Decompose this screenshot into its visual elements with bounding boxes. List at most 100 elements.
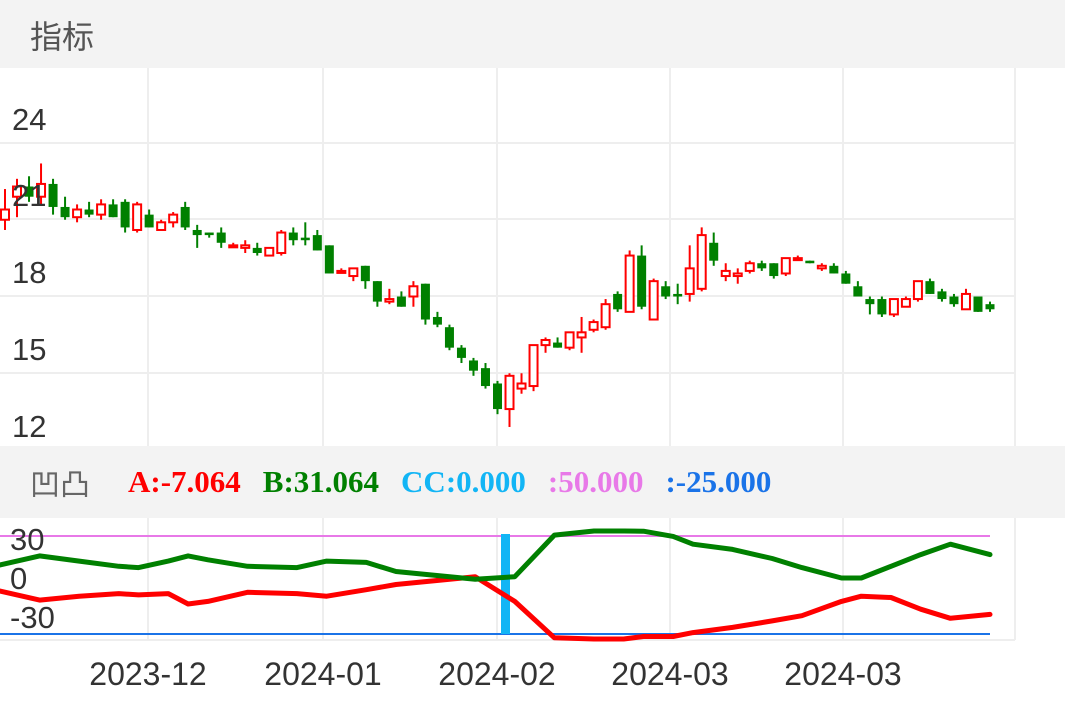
candle-body xyxy=(480,368,490,387)
candle-body xyxy=(540,338,551,347)
candle xyxy=(576,316,587,353)
candle xyxy=(84,201,94,218)
y-tick-label: 15 xyxy=(12,332,46,367)
cc-marker xyxy=(501,534,510,634)
candle-body xyxy=(757,263,767,269)
candle xyxy=(144,209,154,228)
candle xyxy=(132,201,143,233)
candle xyxy=(336,268,347,274)
candle xyxy=(661,281,671,300)
candle xyxy=(624,250,635,313)
candle xyxy=(888,298,899,317)
candle xyxy=(744,260,755,274)
candle xyxy=(792,255,803,262)
candle xyxy=(0,189,10,230)
candle xyxy=(456,345,466,364)
candle-body xyxy=(0,208,10,221)
candle xyxy=(900,296,911,308)
candle-body xyxy=(853,286,863,297)
candle-body xyxy=(504,374,515,411)
candle xyxy=(432,311,442,328)
y-tick-label: 18 xyxy=(12,255,46,290)
candle xyxy=(240,240,251,254)
candle xyxy=(108,199,118,218)
candle-body xyxy=(769,263,779,277)
candle xyxy=(540,337,551,353)
candle xyxy=(985,301,995,312)
candle xyxy=(216,227,226,248)
page-title: 指标 xyxy=(30,19,95,55)
candle-body xyxy=(12,185,23,198)
candle xyxy=(408,281,419,307)
candle-body xyxy=(372,281,382,302)
candle xyxy=(673,283,683,305)
candle xyxy=(228,242,239,249)
candle xyxy=(192,224,202,248)
candle xyxy=(300,222,310,246)
candle xyxy=(420,283,430,325)
candle-body xyxy=(252,247,262,254)
candle xyxy=(973,296,983,312)
candle-body xyxy=(420,283,430,320)
candle-body xyxy=(877,299,887,315)
candle-body xyxy=(732,272,743,278)
candle xyxy=(324,245,334,274)
osc-y-tick-label: -30 xyxy=(10,600,55,635)
candle-body xyxy=(648,280,659,321)
candle-body xyxy=(300,237,310,241)
candle xyxy=(553,337,563,348)
candle-body xyxy=(744,262,755,272)
candle-body xyxy=(336,269,347,274)
candle-body xyxy=(84,209,94,215)
candle-body xyxy=(528,344,539,388)
candle-body xyxy=(396,296,406,307)
candle xyxy=(480,363,490,389)
candle-body xyxy=(624,254,635,313)
indicator-name[interactable]: 凹凸 xyxy=(30,469,90,502)
candle xyxy=(528,344,539,392)
x-tick-label: 2024-03 xyxy=(611,656,728,692)
candle-body xyxy=(144,214,154,228)
candle xyxy=(384,288,395,305)
candle-body xyxy=(709,242,719,261)
candle xyxy=(348,267,359,282)
candle xyxy=(396,291,406,307)
candle-body xyxy=(204,232,214,236)
candle xyxy=(841,270,851,284)
candle-body xyxy=(312,235,322,251)
candle xyxy=(516,373,527,394)
candle-body xyxy=(24,186,34,197)
candle-body xyxy=(912,280,923,301)
candle-body xyxy=(865,299,875,305)
candle-body xyxy=(720,269,731,278)
header-bar: 指标 xyxy=(0,0,1065,68)
candle xyxy=(600,299,611,330)
indicator-bar: 凹凸 A:-7.064 B:31.064 CC:0.000 :50.000 :-… xyxy=(0,446,1065,518)
candle xyxy=(48,178,58,215)
candle xyxy=(60,196,70,220)
x-tick-label: 2023-12 xyxy=(89,656,206,692)
candle xyxy=(36,163,47,205)
candle xyxy=(468,357,478,376)
candle xyxy=(588,319,599,333)
indicator-value-lower: :-25.000 xyxy=(665,464,772,499)
candle-body xyxy=(432,316,442,325)
candle-body xyxy=(829,265,839,274)
candle-body xyxy=(960,292,971,311)
candle-body xyxy=(516,382,527,390)
candle-body xyxy=(493,383,502,410)
candle-body xyxy=(816,264,827,270)
candle-body xyxy=(156,221,167,231)
candle-body xyxy=(696,234,707,290)
candle-body xyxy=(949,296,959,305)
candle-body xyxy=(588,321,599,331)
candle-body xyxy=(564,331,575,349)
candle-body xyxy=(673,293,683,297)
candle xyxy=(180,201,190,230)
candle-body xyxy=(192,229,202,236)
candle-body xyxy=(120,201,130,228)
candle xyxy=(853,281,863,297)
candle xyxy=(24,176,34,202)
candle-body xyxy=(132,203,143,231)
